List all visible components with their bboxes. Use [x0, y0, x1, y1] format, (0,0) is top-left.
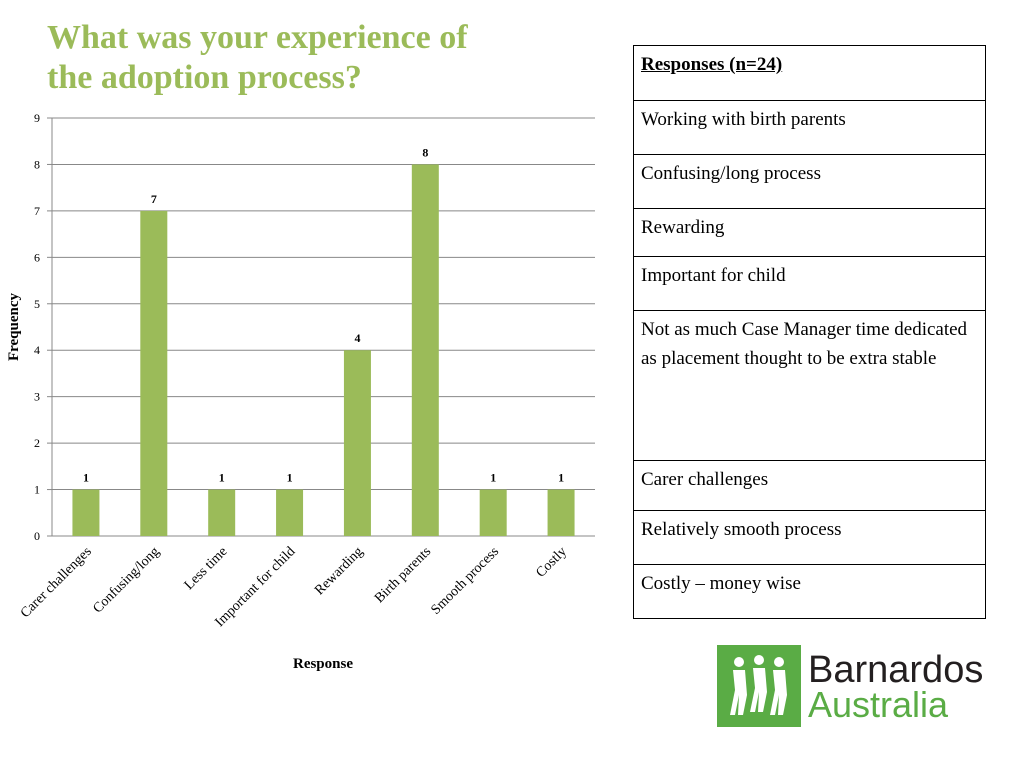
table-cell: Confusing/long process	[633, 154, 986, 209]
logo-line-1: Barnardos	[808, 649, 983, 691]
data-label: 1	[83, 471, 89, 485]
bar	[140, 210, 168, 536]
data-label: 4	[354, 331, 360, 345]
bar	[479, 489, 507, 536]
data-label: 1	[558, 471, 564, 485]
data-label: 1	[219, 471, 225, 485]
logo-line-2: Australia	[808, 684, 949, 725]
x-tick-label: Costly	[533, 544, 569, 580]
y-tick-label: 1	[34, 483, 40, 497]
y-tick-label: 5	[34, 297, 40, 311]
bar	[547, 489, 575, 536]
bar	[343, 350, 371, 536]
table-row: Important for child	[633, 256, 986, 311]
y-tick-label: 4	[34, 343, 40, 357]
table-row: Carer challenges	[633, 460, 986, 511]
table-cell: Costly – money wise	[633, 564, 986, 619]
responses-table: Responses (n=24) Working with birth paren…	[633, 45, 986, 619]
x-tick-label: Rewarding	[312, 544, 366, 598]
table-row: Working with birth parents	[633, 100, 986, 155]
y-tick-label: 3	[34, 390, 40, 404]
table-row: Rewarding	[633, 208, 986, 257]
table-cell: Relatively smooth process	[633, 510, 986, 565]
y-tick-label: 0	[34, 529, 40, 543]
x-tick-label: Birth parents	[372, 544, 434, 606]
table-cell: Important for child	[633, 256, 986, 311]
y-axis-label: Frequency	[6, 292, 22, 361]
y-tick-label: 9	[34, 111, 40, 125]
bar	[411, 164, 439, 536]
x-tick-label: Less time	[182, 544, 231, 593]
bar	[276, 489, 304, 536]
data-label: 1	[490, 471, 496, 485]
y-tick-label: 7	[34, 204, 40, 218]
chart-title: What was your experience of the adoption…	[47, 19, 468, 96]
y-tick-label: 2	[34, 436, 40, 450]
table-cell: Carer challenges	[633, 460, 986, 511]
x-tick-label: Smooth process	[428, 544, 502, 618]
bar	[208, 489, 236, 536]
data-label: 1	[287, 471, 293, 485]
table-row: Relatively smooth process	[633, 510, 986, 565]
table-header: Responses (n=24)	[633, 45, 986, 101]
logo-figures	[730, 655, 787, 715]
table-row: Not as much Case Manager time dedicated …	[633, 310, 986, 461]
logo: Barnardos Australia	[717, 645, 983, 727]
table-body: Responses (n=24) Working with birth paren…	[633, 45, 986, 619]
x-tick-label: Confusing/long	[90, 544, 162, 616]
table-row: Costly – money wise	[633, 564, 986, 619]
data-label: 8	[422, 145, 428, 159]
table-cell: Working with birth parents	[633, 100, 986, 155]
table-row: Responses (n=24)	[633, 45, 986, 101]
x-tick-label: Carer challenges	[18, 544, 95, 621]
x-axis-label: Response	[293, 656, 353, 672]
y-tick-label: 6	[34, 250, 40, 264]
bar	[72, 489, 100, 536]
table-cell: Not as much Case Manager time dedicated …	[633, 310, 986, 461]
y-tick-label: 8	[34, 157, 40, 171]
table-cell: Rewarding	[633, 208, 986, 257]
table-row: Confusing/long process	[633, 154, 986, 209]
data-label: 7	[151, 192, 157, 206]
chart: Frequency Response 0 1 2 3 4 5 6 7 8 9 Carer chall…	[6, 111, 595, 672]
